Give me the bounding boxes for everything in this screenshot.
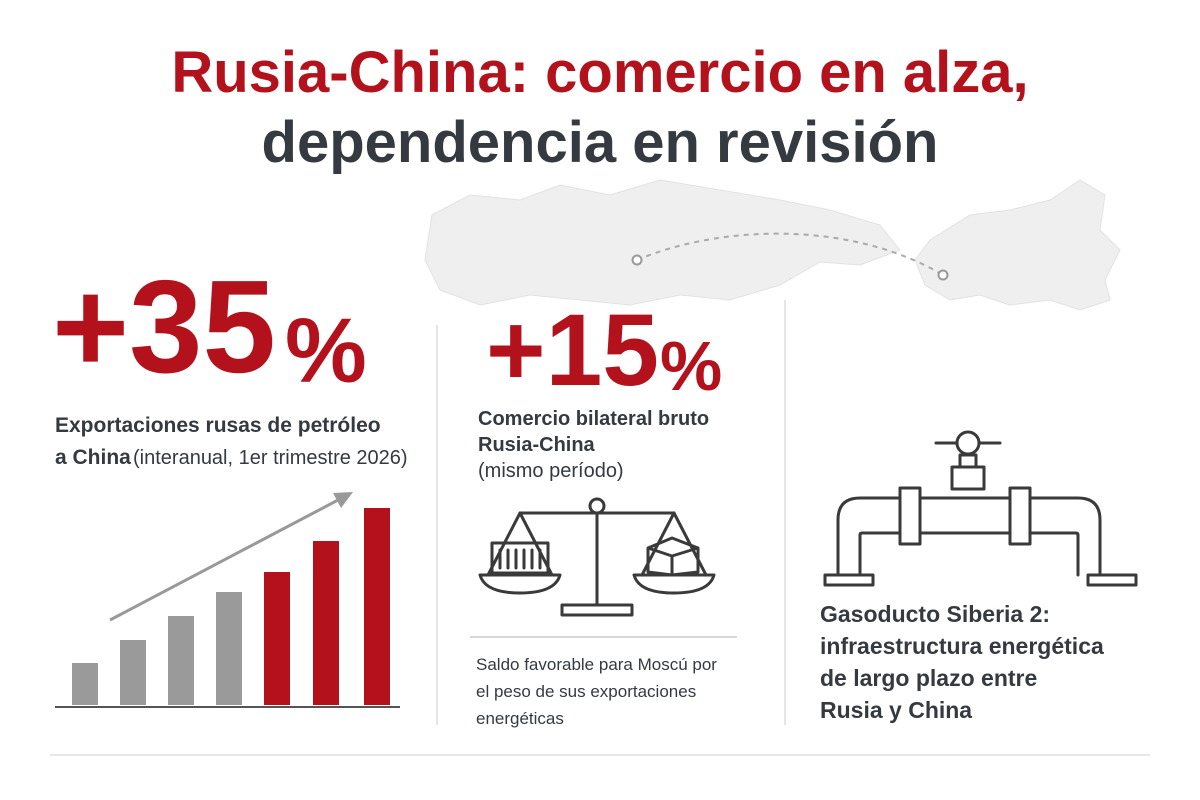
title-line: dependencia en revisión [262, 110, 939, 175]
stat-label: Comercio bilateral bruto [478, 408, 709, 430]
stat-value: +35 [52, 253, 276, 400]
route [631, 232, 949, 281]
stat-unit: % [660, 327, 722, 405]
info-line: Gasoducto Siberia 2: [820, 601, 1050, 627]
pipeline-icon [823, 430, 1138, 587]
stat-label: a China [55, 446, 131, 469]
stat-label: Exportaciones rusas de petróleo [55, 414, 381, 437]
note-line: el peso de sus exportaciones [476, 682, 696, 701]
growth-icon [55, 492, 400, 708]
info-line: Rusia y China [820, 697, 972, 723]
scale-icon [478, 497, 716, 617]
info-line: infraestructura energética [820, 633, 1104, 659]
note-line: energéticas [476, 709, 564, 728]
stat-label: Rusia-China [478, 434, 596, 456]
map-background [424, 179, 1121, 311]
stat-detail: (interanual, 1er trimestre 2026) [133, 447, 408, 469]
info-line: de largo plazo entre [820, 665, 1037, 691]
note-line: Saldo favorable para Moscú por [476, 655, 717, 674]
stat-unit: % [285, 300, 367, 402]
stat-value: +15 [486, 293, 659, 407]
title-line: Rusia-China: comercio en alza, [171, 40, 1028, 105]
stat-detail: (mismo período) [478, 460, 624, 482]
